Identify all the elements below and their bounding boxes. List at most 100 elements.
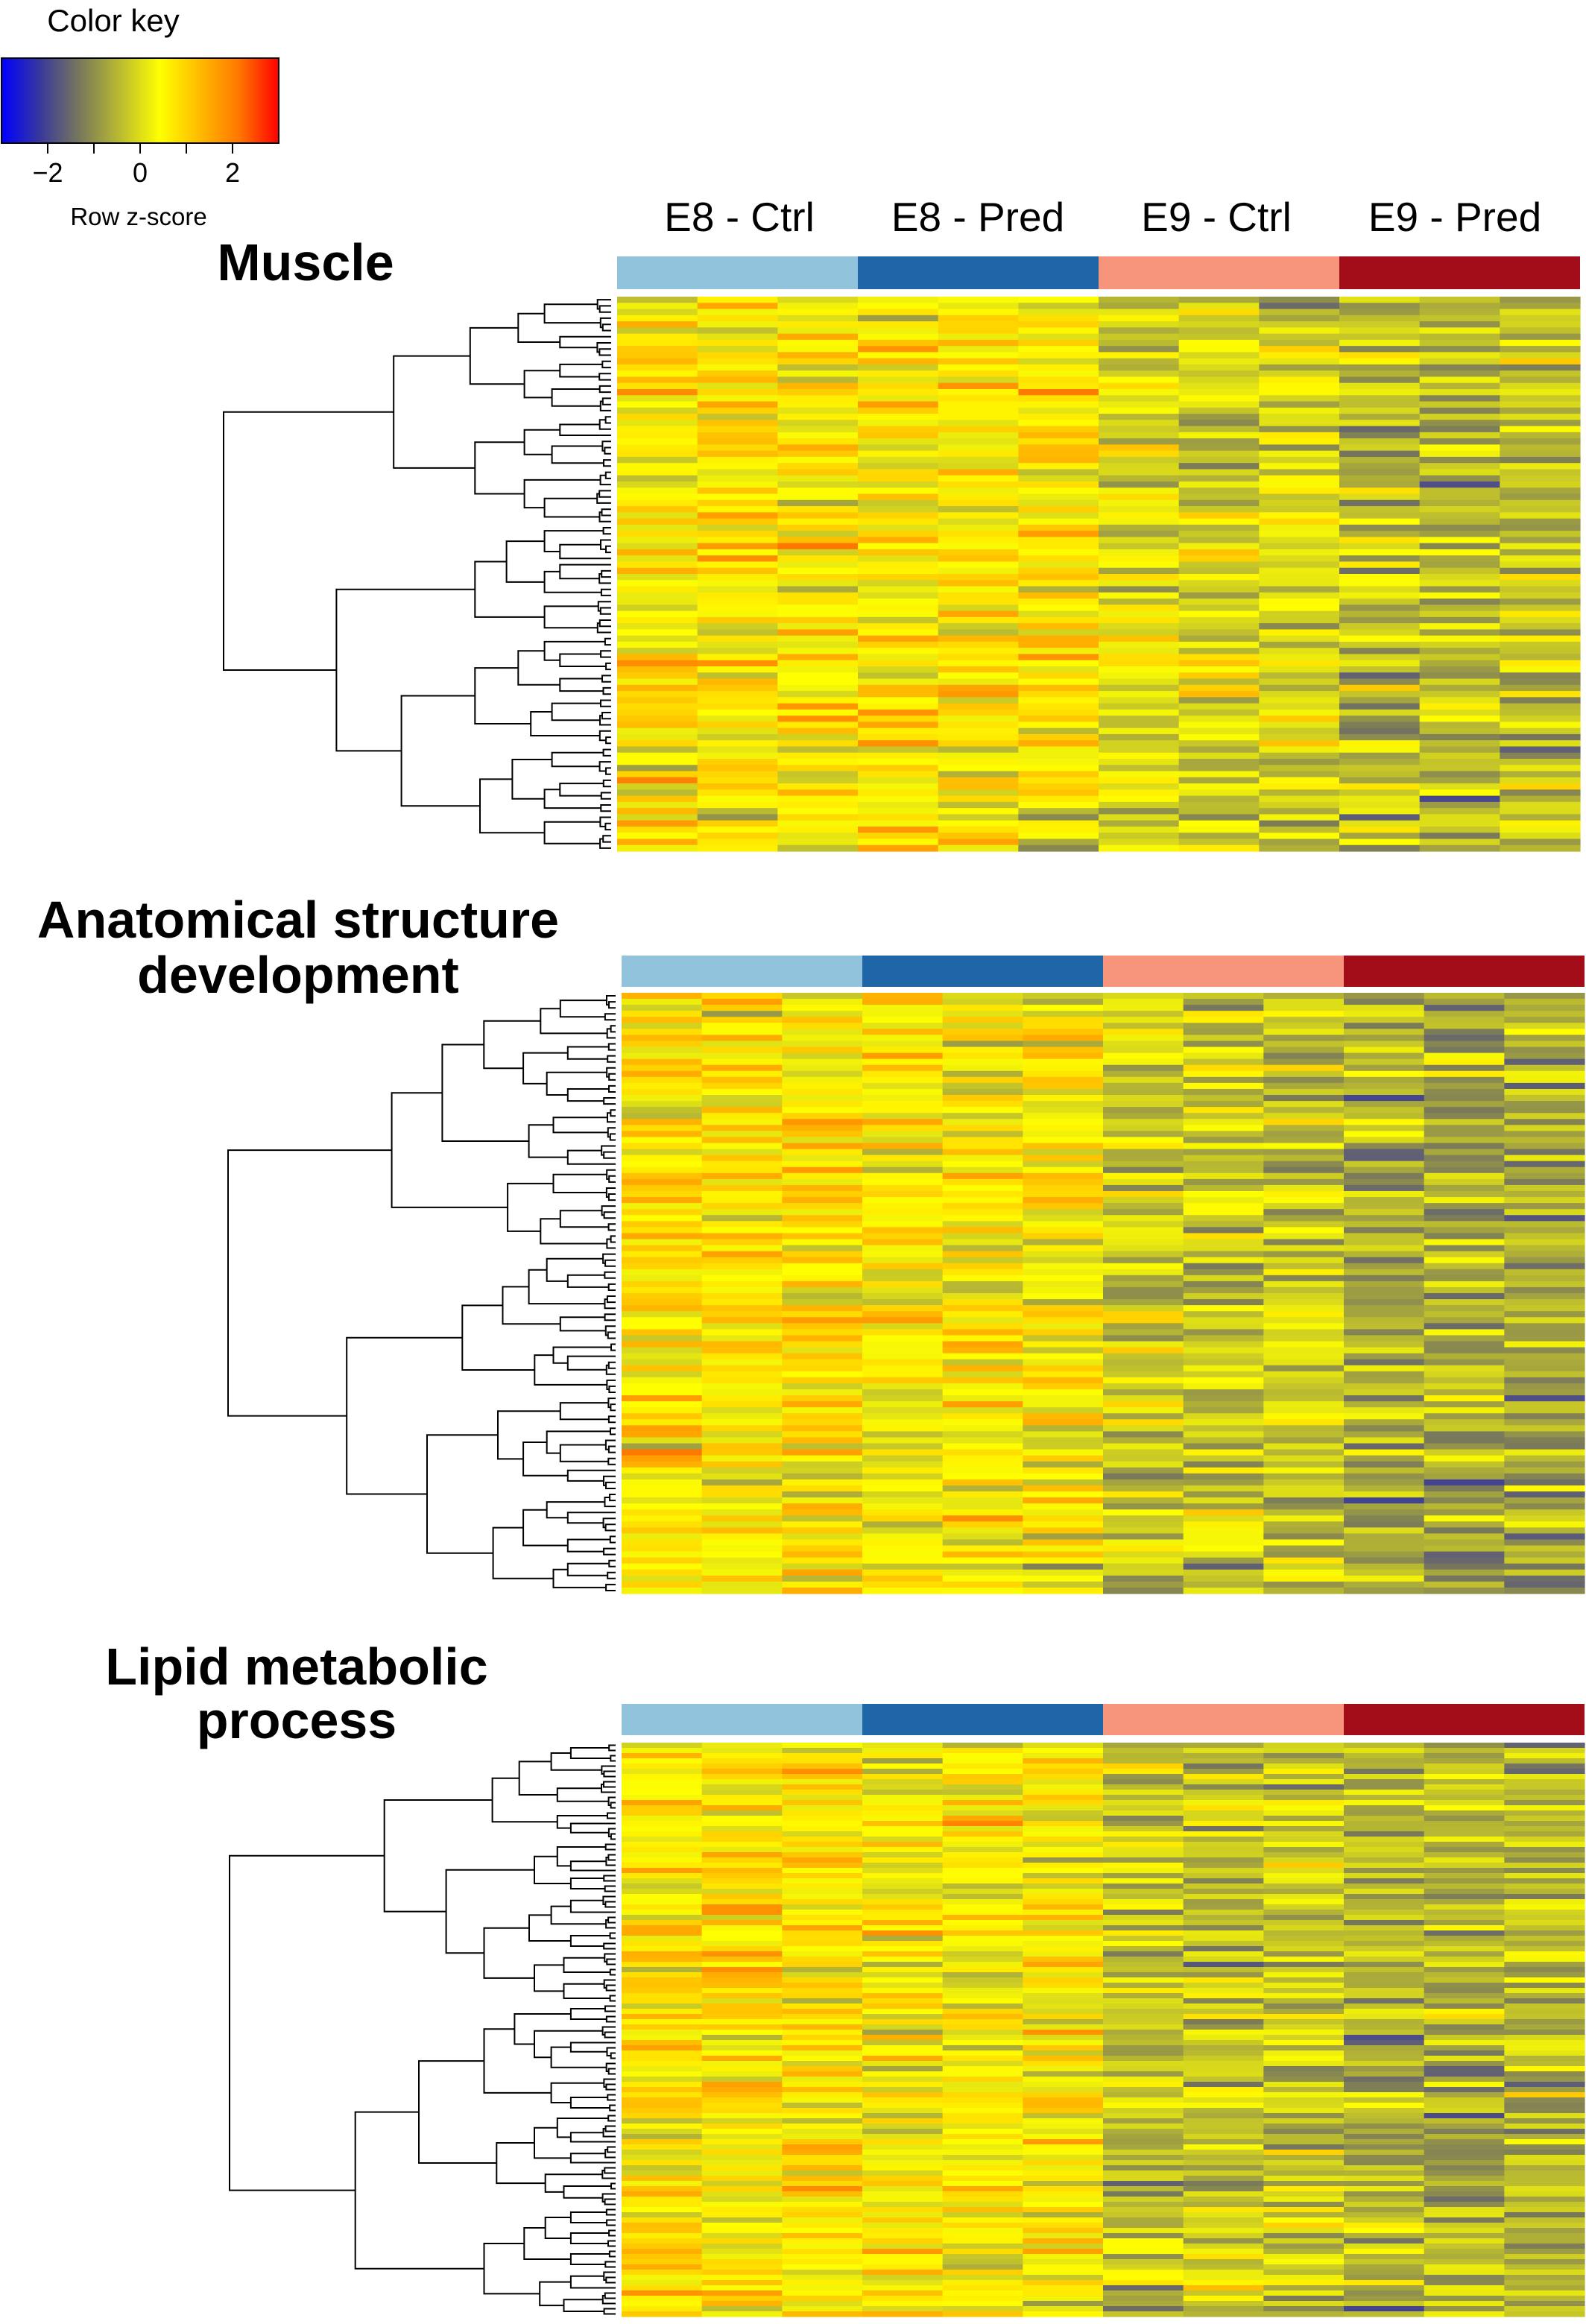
heatmap-cell — [1103, 1449, 1184, 1456]
heatmap-cell — [1263, 1263, 1345, 1270]
heatmap-cell — [1263, 2290, 1345, 2296]
heatmap-cell — [1103, 1119, 1184, 1125]
heatmap-cell — [1424, 1233, 1505, 1240]
heatmap-cell — [1504, 1790, 1585, 1796]
heatmap-cell — [1183, 1239, 1264, 1246]
heatmap-cell — [777, 493, 859, 501]
heatmap-cell — [1023, 1166, 1104, 1174]
heatmap-cell — [782, 2191, 863, 2197]
heatmap-cell — [1424, 2077, 1505, 2083]
heatmap-cell — [1183, 2014, 1264, 2020]
heatmap-cell — [1263, 1491, 1345, 1498]
dendrogram-link — [559, 563, 611, 580]
heatmap-cell — [1103, 1082, 1184, 1090]
heatmap-cell — [1023, 1805, 1104, 1811]
dendrogram-link — [522, 1442, 568, 1477]
heatmap-cell — [1178, 555, 1260, 563]
panel-title-anatomical: Anatomical structure development — [37, 891, 559, 1004]
dendrogram-link — [603, 1097, 616, 1105]
heatmap-cell — [862, 1575, 944, 1582]
dendrogram-link — [601, 1145, 616, 1156]
heatmap-cell — [1419, 716, 1500, 722]
heatmap-cell — [777, 352, 859, 359]
heatmap-cell — [1263, 1748, 1345, 1754]
heatmap-cell — [1344, 1341, 1425, 1348]
heatmap-cell — [1183, 1920, 1264, 1926]
heatmap-cell — [617, 333, 698, 341]
heatmap-cell — [1018, 716, 1099, 722]
heatmap-cell — [1103, 1831, 1184, 1837]
heatmap-cell — [1424, 1581, 1505, 1588]
dendrogram-link — [474, 441, 525, 495]
heatmap-cell — [622, 1479, 703, 1486]
heatmap-cell — [622, 1269, 703, 1276]
heatmap-cell — [1183, 1805, 1264, 1811]
heatmap-cell — [1183, 1810, 1264, 1816]
heatmap-cell — [1424, 1155, 1505, 1162]
heatmap-cell — [942, 1431, 1023, 1439]
heatmap-cell — [858, 376, 939, 384]
heatmap-cell — [1023, 1533, 1104, 1541]
heatmap-cell — [777, 833, 859, 840]
heatmap-cell — [862, 2003, 944, 2009]
heatmap-cell — [782, 1190, 863, 1198]
heatmap-cell — [1344, 2124, 1425, 2129]
heatmap-cell — [1500, 531, 1581, 537]
heatmap-cell — [1263, 2233, 1345, 2239]
heatmap-cell — [1103, 2077, 1184, 2083]
heatmap-cell — [862, 1831, 944, 1837]
heatmap-cell — [862, 1847, 944, 1853]
heatmap-cell — [1344, 2186, 1425, 2192]
heatmap-cell — [701, 1437, 783, 1444]
heatmap-cell — [622, 1076, 703, 1084]
heatmap-cell — [1504, 2009, 1585, 2015]
heatmap-cell — [858, 469, 939, 476]
heatmap-cell — [622, 1143, 703, 1150]
heatmap-cell — [697, 586, 778, 593]
heatmap-cell — [617, 450, 698, 458]
heatmap-cell — [1183, 2197, 1264, 2203]
heatmap-cell — [1344, 2097, 1425, 2103]
heatmap-cell — [858, 370, 939, 378]
heatmap-cell — [1103, 1957, 1184, 1963]
heatmap-cell — [1103, 1743, 1184, 1749]
heatmap-cell — [1103, 1064, 1184, 1072]
heatmap-panel-muscle — [223, 256, 1581, 852]
heatmap-cell — [1344, 2176, 1425, 2182]
heatmap-cell — [617, 765, 698, 772]
heatmap-cell — [622, 2113, 703, 2119]
heatmap-cell — [1023, 1575, 1104, 1582]
heatmap-cell — [622, 1551, 703, 1559]
heatmap-cell — [622, 1431, 703, 1439]
heatmap-cell — [1263, 2024, 1345, 2030]
heatmap-cell — [1504, 1461, 1585, 1468]
heatmap-cell — [942, 1046, 1023, 1054]
heatmap-cell — [1424, 2003, 1505, 2009]
heatmap-cell — [1103, 1017, 1184, 1023]
heatmap-cell — [1183, 1748, 1264, 1754]
heatmap-cell — [1178, 635, 1260, 642]
heatmap-cell — [622, 1046, 703, 1054]
heatmap-cell — [942, 1857, 1023, 1863]
heatmap-cell — [777, 420, 859, 427]
heatmap-cell — [617, 487, 698, 495]
heatmap-cell — [1424, 1005, 1505, 1011]
heatmap-cell — [782, 1581, 863, 1588]
heatmap-cell — [862, 1052, 944, 1060]
heatmap-cell — [1259, 604, 1340, 612]
heatmap-cells — [617, 297, 1581, 852]
heatmap-cell — [1018, 684, 1099, 692]
heatmap-cell — [1504, 1563, 1585, 1570]
heatmap-cell — [1424, 1286, 1505, 1294]
heatmap-cell — [1424, 2296, 1505, 2302]
heatmap-cell — [862, 2181, 944, 2187]
heatmap-cell — [938, 814, 1019, 821]
heatmap-cell — [862, 1305, 944, 1312]
heatmap-cell — [622, 2139, 703, 2145]
heatmap-cell — [1263, 1395, 1345, 1402]
heatmap-cell — [1178, 327, 1260, 335]
heatmap-cell — [858, 567, 939, 575]
heatmap-cell — [1424, 1569, 1505, 1576]
heatmap-cell — [858, 401, 939, 408]
heatmap-cell — [858, 592, 939, 599]
